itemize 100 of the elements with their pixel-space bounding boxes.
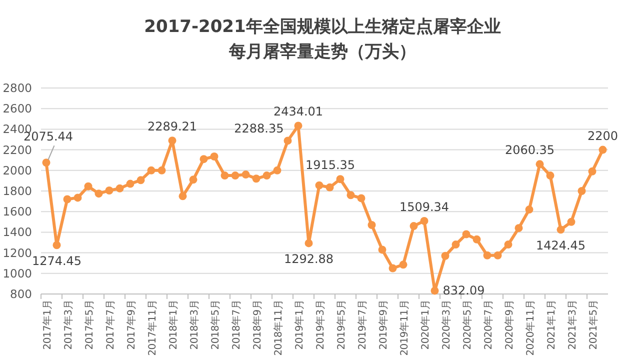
point — [294, 122, 302, 130]
point — [326, 183, 334, 192]
point — [504, 240, 512, 249]
point — [462, 230, 470, 238]
point — [483, 251, 492, 260]
x-tick-label: 2019年11月 — [398, 300, 410, 356]
point — [336, 175, 344, 184]
chart-title: 2017-2021年全国规模以上生猪定点屠宰企业 — [144, 17, 501, 37]
point — [284, 136, 292, 145]
x-tick-label: 2018年3月 — [188, 300, 200, 350]
data-label: 832.09 — [442, 284, 485, 298]
x-tick-label: 2018年7月 — [230, 300, 242, 350]
point — [588, 167, 596, 176]
point — [52, 241, 61, 250]
point — [262, 172, 271, 180]
x-tick-label: 2019年5月 — [335, 300, 348, 350]
point — [315, 181, 324, 190]
point — [472, 235, 481, 244]
data-label: 1509.34 — [399, 200, 450, 214]
x-tick-label: 2018年1月 — [167, 300, 180, 350]
point — [357, 194, 366, 202]
y-tick-label: 2000 — [2, 163, 32, 178]
point — [420, 216, 428, 225]
y-tick-label: 1600 — [2, 204, 32, 219]
x-tick-label: 2021年3月 — [566, 300, 578, 350]
point — [252, 174, 260, 183]
point — [556, 226, 565, 234]
x-tick-label: 2018年11月 — [272, 300, 284, 356]
y-tick-label: 2200 — [2, 142, 32, 157]
x-tick-label: 2017年1月 — [41, 300, 54, 350]
data-label: 2200 — [587, 128, 618, 143]
point — [126, 180, 134, 188]
chart-subtitle: 每月屠宰量走势（万头） — [228, 42, 416, 62]
x-tick-label: 2020年3月 — [440, 300, 452, 350]
point — [441, 252, 450, 260]
point — [494, 251, 502, 260]
point — [304, 239, 313, 248]
data-label: 2288.35 — [234, 122, 284, 136]
x-tick-label: 2019年1月 — [293, 300, 306, 350]
x-tick-label: 2017年3月 — [62, 300, 74, 350]
point — [105, 186, 114, 194]
x-tick-label: 2020年5月 — [461, 300, 474, 350]
y-tick-label: 1000 — [2, 266, 32, 280]
point — [399, 260, 408, 269]
point — [168, 136, 176, 145]
x-tick-label: 2019年3月 — [314, 300, 326, 350]
point — [525, 206, 534, 214]
x-tick-label: 2021年5月 — [587, 300, 600, 350]
x-tick-label: 2018年9月 — [251, 300, 264, 350]
y-tick-label: 1200 — [2, 246, 32, 260]
point — [116, 184, 124, 192]
point — [578, 187, 586, 195]
x-tick-label: 2019年9月 — [377, 300, 390, 350]
y-tick-label: 2800 — [2, 81, 32, 95]
point — [567, 218, 576, 226]
y-tick-label: 1400 — [2, 225, 32, 240]
x-tick-label: 2020年11月 — [524, 300, 536, 356]
x-tick-label: 2020年7月 — [482, 300, 494, 350]
point — [84, 182, 92, 190]
point — [136, 176, 145, 184]
point — [147, 166, 156, 174]
point — [42, 158, 50, 167]
point — [158, 166, 166, 174]
point — [178, 192, 187, 200]
data-label: 1424.45 — [536, 238, 586, 253]
data-label: 1292.88 — [284, 252, 334, 266]
y-tick-label: 2600 — [2, 102, 32, 116]
point — [210, 152, 218, 160]
point — [546, 172, 554, 180]
point — [430, 286, 439, 295]
point — [273, 166, 282, 174]
point — [598, 146, 607, 154]
point — [200, 155, 208, 164]
data-label: 2289.21 — [147, 120, 198, 134]
point — [410, 222, 418, 230]
point — [220, 172, 229, 180]
point — [452, 240, 460, 249]
data-label: 1915.35 — [305, 158, 356, 172]
point — [346, 191, 355, 200]
x-tick-label: 2017年7月 — [104, 300, 116, 350]
point — [74, 194, 82, 202]
point — [368, 220, 376, 229]
x-tick-label: 2017年9月 — [125, 300, 138, 350]
point — [242, 170, 250, 179]
x-tick-label: 2019年7月 — [356, 300, 368, 350]
x-tick-label: 2018年5月 — [209, 300, 222, 350]
x-tick-label: 2017年5月 — [83, 300, 96, 350]
x-tick-label: 2020年1月 — [419, 300, 432, 350]
point — [536, 160, 544, 168]
point — [189, 176, 198, 184]
point — [231, 172, 240, 180]
data-label: 2434.01 — [273, 104, 324, 119]
point — [378, 246, 386, 254]
data-label: 1274.45 — [32, 254, 82, 268]
data-label: 2060.35 — [504, 143, 555, 158]
point — [388, 264, 397, 272]
x-tick-label: 2020年9月 — [503, 300, 516, 350]
x-tick-label: 2017年11月 — [146, 300, 158, 356]
point — [63, 195, 72, 204]
y-tick-label: 800 — [10, 287, 32, 301]
